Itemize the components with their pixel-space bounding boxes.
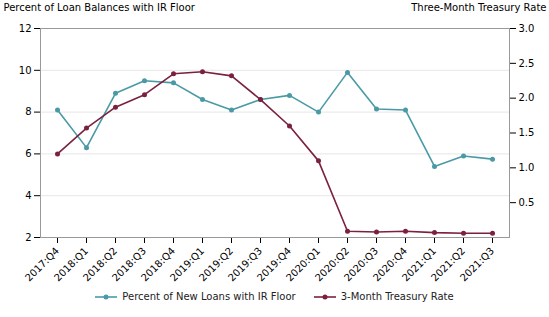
svg-text:2019:Q4: 2019:Q4 (254, 245, 294, 284)
svg-text:2020:Q4: 2020:Q4 (370, 245, 410, 284)
svg-text:2.0: 2.0 (519, 92, 535, 103)
svg-text:1.0: 1.0 (519, 162, 535, 173)
svg-text:2019:Q3: 2019:Q3 (225, 245, 265, 284)
svg-text:8: 8 (25, 106, 31, 117)
svg-text:2018:Q1: 2018:Q1 (51, 245, 91, 284)
svg-text:4: 4 (25, 190, 31, 201)
html-text:3-Month Treasury Rate: 3-Month Treasury Rate (340, 291, 454, 302)
svg-text:3.0: 3.0 (519, 23, 535, 34)
svg-text:2019:Q1: 2019:Q1 (167, 245, 207, 284)
svg-text:2018:Q4: 2018:Q4 (138, 245, 178, 284)
svg-text:6: 6 (25, 148, 31, 159)
svg-text:10: 10 (19, 65, 32, 76)
svg-text:2021:Q3: 2021:Q3 (458, 245, 496, 283)
svg-text:2019:Q2: 2019:Q2 (196, 245, 236, 284)
svg-text:2: 2 (25, 232, 31, 243)
svg-text:2021:Q1: 2021:Q1 (399, 245, 439, 284)
svg-text:12: 12 (19, 23, 32, 34)
svg-text:2020:Q1: 2020:Q1 (283, 245, 323, 284)
svg-text:2020:Q2: 2020:Q2 (312, 245, 352, 284)
svg-text:Three-Month Treasury Rate: Three-Month Treasury Rate (410, 2, 546, 13)
svg-text:2017:Q4: 2017:Q4 (22, 245, 62, 284)
svg-text:2018:Q2: 2018:Q2 (80, 245, 120, 284)
svg-text:0.5: 0.5 (519, 197, 535, 208)
svg-text:2018:Q3: 2018:Q3 (109, 245, 149, 284)
svg-text:1.5: 1.5 (519, 127, 535, 138)
svg-text:2020:Q3: 2020:Q3 (341, 245, 381, 284)
svg-text:2.5: 2.5 (519, 58, 535, 69)
html-text:Percent of New Loans with IR F: Percent of New Loans with IR Floor (122, 291, 296, 302)
svg-text:2021:Q2: 2021:Q2 (428, 245, 468, 284)
svg-text:Percent of Loan Balances with: Percent of Loan Balances with IR Floor (4, 2, 196, 13)
